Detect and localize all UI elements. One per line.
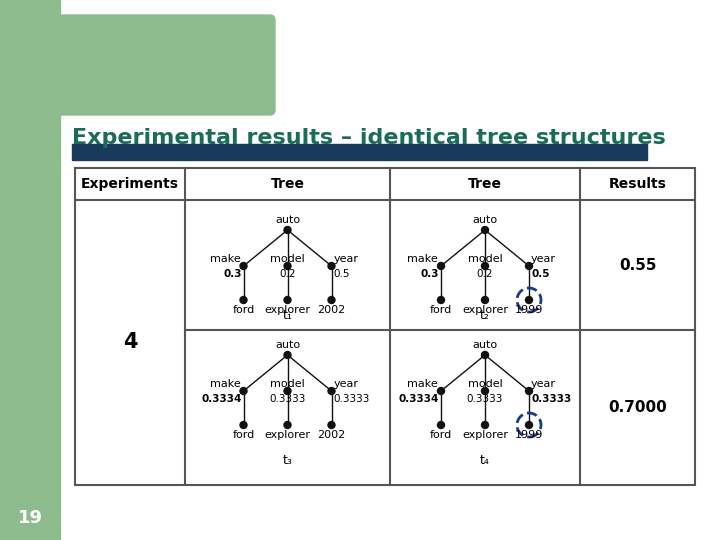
Circle shape [526, 422, 533, 429]
Text: ford: ford [430, 305, 452, 315]
Text: year: year [531, 379, 556, 389]
Circle shape [328, 296, 335, 303]
Text: Tree: Tree [271, 177, 305, 191]
Circle shape [482, 422, 488, 429]
Text: ford: ford [233, 305, 255, 315]
Text: Experimental results – identical tree structures: Experimental results – identical tree st… [72, 128, 666, 148]
Circle shape [482, 388, 488, 395]
Text: 0.3333: 0.3333 [531, 394, 571, 404]
Circle shape [240, 388, 247, 395]
Circle shape [284, 388, 291, 395]
Text: t₂: t₂ [480, 309, 490, 322]
Text: 0.5: 0.5 [531, 269, 549, 279]
Circle shape [482, 262, 488, 269]
Text: 0.3333: 0.3333 [467, 394, 503, 404]
FancyBboxPatch shape [55, 15, 275, 115]
Circle shape [328, 388, 335, 395]
Circle shape [482, 352, 488, 359]
Text: model: model [270, 379, 305, 389]
Circle shape [240, 296, 247, 303]
Bar [75, 168, 695, 485]
Text: Experiments: Experiments [81, 177, 179, 191]
Text: explorer: explorer [462, 305, 508, 315]
Text: 2002: 2002 [318, 430, 346, 440]
Text: 1999: 1999 [515, 305, 543, 315]
Text: ford: ford [430, 430, 452, 440]
Text: auto: auto [275, 215, 300, 225]
Text: auto: auto [275, 340, 300, 350]
Bar [0, 0, 60, 540]
Text: ford: ford [233, 430, 255, 440]
Text: auto: auto [472, 340, 498, 350]
Circle shape [482, 296, 488, 303]
Text: 0.2: 0.2 [477, 269, 493, 279]
Text: make: make [210, 379, 240, 389]
Circle shape [526, 262, 533, 269]
Circle shape [438, 296, 444, 303]
Circle shape [526, 296, 533, 303]
Circle shape [328, 422, 335, 429]
Text: year: year [531, 254, 556, 264]
Circle shape [438, 262, 444, 269]
Text: make: make [408, 379, 438, 389]
Text: t₁: t₁ [282, 309, 292, 322]
Text: 0.3334: 0.3334 [201, 394, 241, 404]
Circle shape [284, 352, 291, 359]
Text: 2002: 2002 [318, 305, 346, 315]
Circle shape [328, 262, 335, 269]
Text: year: year [333, 379, 359, 389]
Circle shape [284, 262, 291, 269]
Text: 0.5: 0.5 [333, 269, 350, 279]
Text: explorer: explorer [264, 305, 310, 315]
Circle shape [284, 296, 291, 303]
Text: model: model [467, 379, 503, 389]
Bar [72, 144, 647, 160]
Text: 4: 4 [122, 333, 138, 353]
Text: t₄: t₄ [480, 454, 490, 467]
Text: 0.3333: 0.3333 [269, 394, 306, 404]
Text: 0.2: 0.2 [279, 269, 296, 279]
Text: 0.3334: 0.3334 [399, 394, 439, 404]
Text: 0.7000: 0.7000 [608, 400, 667, 415]
Text: Tree: Tree [468, 177, 502, 191]
Text: make: make [210, 254, 240, 264]
Circle shape [438, 388, 444, 395]
Text: 1999: 1999 [515, 430, 543, 440]
Text: 0.3333: 0.3333 [333, 394, 370, 404]
Text: t₃: t₃ [282, 454, 292, 467]
Circle shape [438, 422, 444, 429]
Circle shape [284, 422, 291, 429]
Circle shape [240, 262, 247, 269]
Circle shape [284, 226, 291, 233]
Text: explorer: explorer [462, 430, 508, 440]
Circle shape [526, 388, 533, 395]
Circle shape [240, 422, 247, 429]
Text: Results: Results [608, 177, 667, 191]
Text: 0.55: 0.55 [618, 258, 656, 273]
Text: model: model [270, 254, 305, 264]
Text: make: make [408, 254, 438, 264]
Text: 0.3: 0.3 [420, 269, 439, 279]
Circle shape [482, 226, 488, 233]
Text: explorer: explorer [264, 430, 310, 440]
Text: year: year [333, 254, 359, 264]
Text: 0.3: 0.3 [223, 269, 241, 279]
Text: auto: auto [472, 215, 498, 225]
Text: model: model [467, 254, 503, 264]
Text: 19: 19 [17, 509, 42, 527]
